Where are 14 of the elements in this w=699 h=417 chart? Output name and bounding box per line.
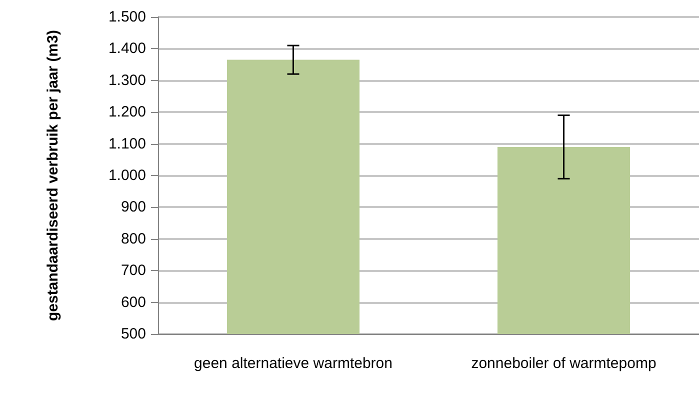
y-tick-label: 1.100	[108, 135, 146, 152]
y-tick-label: 1.200	[108, 104, 146, 121]
y-tick-label: 600	[120, 294, 146, 311]
y-tick-label: 700	[120, 262, 146, 280]
y-tick-label: 1.300	[108, 72, 146, 89]
y-axis-title: gestandaardiseerd verbruik per jaar (m3)	[44, 30, 62, 321]
y-tick-label: 900	[120, 198, 146, 216]
y-tick-label: 500	[120, 326, 146, 342]
y-tick-label: 1.000	[108, 167, 146, 184]
y-tick-label: 1.500	[108, 8, 146, 26]
y-tick-label: 1.400	[108, 40, 146, 58]
y-tick-label: 800	[120, 230, 146, 248]
x-tick-label: geen alternatieve warmtebron	[194, 355, 392, 372]
x-tick-label: zonneboiler of warmtepomp	[471, 355, 656, 372]
